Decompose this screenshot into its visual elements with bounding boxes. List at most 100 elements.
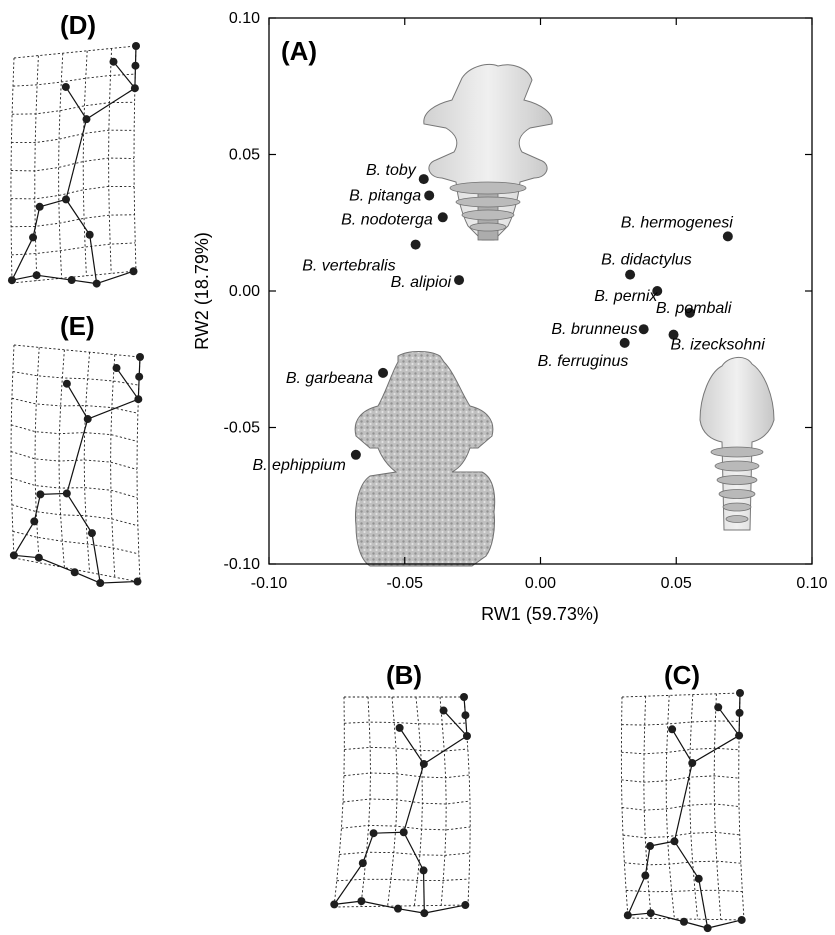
grid-row-line xyxy=(11,504,138,527)
grid-column-line xyxy=(82,50,88,276)
landmark-link xyxy=(362,832,375,864)
landmark-point xyxy=(735,731,744,740)
grid-row-line xyxy=(621,747,739,755)
x-tick-label: 0.10 xyxy=(796,575,827,592)
grid-column-line xyxy=(463,696,471,906)
landmark-point xyxy=(30,517,39,526)
landmark-link xyxy=(66,418,89,494)
landmark-point xyxy=(35,202,44,211)
grid-column-line xyxy=(439,696,447,906)
landmark-point xyxy=(646,909,655,918)
landmark-link xyxy=(403,831,425,871)
landmark-link xyxy=(673,762,693,842)
landmark-point xyxy=(737,915,746,924)
landmark-link xyxy=(40,492,67,495)
landmark-point xyxy=(9,551,18,560)
landmark-point xyxy=(87,529,96,538)
landmark-link xyxy=(443,710,468,737)
grid-column-line xyxy=(620,696,629,919)
grid-column-line xyxy=(738,692,745,921)
landmark-point xyxy=(82,115,91,124)
landmark-point xyxy=(688,759,697,768)
landmark-link xyxy=(11,237,34,281)
landmark-link xyxy=(683,921,708,929)
point-label: B. toby xyxy=(366,162,417,179)
landmark-link xyxy=(11,274,37,281)
point-label: B. vertebralis xyxy=(302,258,395,275)
landmark-link xyxy=(691,735,740,764)
grid-row-line xyxy=(11,214,135,228)
x-tick-label: 0.05 xyxy=(661,575,692,592)
data-point xyxy=(410,239,421,250)
landmark-link xyxy=(86,87,136,120)
panel-label-d: (D) xyxy=(60,10,96,40)
landmark-point xyxy=(419,759,428,768)
grid-row-line xyxy=(333,904,469,908)
landmark-link xyxy=(91,533,101,584)
grid-row-line xyxy=(621,692,741,698)
axis-ticks: -0.10 -0.05 0.00 0.05 0.10 0.10 0.05 0.00 -0.05 -… xyxy=(224,10,828,592)
landmark-point xyxy=(679,917,688,926)
landmark-link xyxy=(65,86,87,120)
landmark-point xyxy=(96,579,105,588)
landmark-link xyxy=(649,840,675,847)
grid-column-line xyxy=(10,344,15,559)
landmark-point xyxy=(641,871,650,880)
grid-row-line xyxy=(13,557,141,583)
grid-row-line xyxy=(11,242,136,256)
landmark-point xyxy=(419,866,428,875)
landmark-point xyxy=(399,828,408,837)
landmark-link xyxy=(96,270,134,285)
landmark-point xyxy=(83,415,92,424)
grid-row-line xyxy=(12,101,135,115)
data-point xyxy=(668,329,679,340)
landmark-point xyxy=(92,279,101,288)
panel-label-e: (E) xyxy=(60,311,95,341)
landmark-link xyxy=(644,845,651,876)
landmark-point xyxy=(61,82,70,91)
landmark-point xyxy=(461,901,470,910)
grid-row-line xyxy=(336,878,470,882)
landmark-point xyxy=(34,553,43,562)
landmark-point xyxy=(7,276,16,285)
point-label: B. didactylus xyxy=(601,252,692,269)
landmark-link xyxy=(361,900,399,910)
y-tick-label: 0.05 xyxy=(229,147,260,164)
grid-row-line xyxy=(624,860,741,866)
landmark-point xyxy=(369,829,378,838)
point-label: B. nodoterga xyxy=(341,211,433,228)
y-tick-label: -0.10 xyxy=(224,556,261,573)
panel-label-b: (B) xyxy=(386,660,422,690)
landmark-point xyxy=(393,904,402,913)
landmark-point xyxy=(135,372,144,381)
grid-row-line xyxy=(11,129,135,144)
y-tick-label: 0.10 xyxy=(229,10,260,27)
landmark-link xyxy=(717,706,740,736)
specimen-image-bottom-left xyxy=(354,351,496,567)
landmark-point xyxy=(357,897,366,906)
grid-row-line xyxy=(10,185,135,200)
data-point xyxy=(638,324,649,335)
landmark-link xyxy=(116,367,139,400)
data-point xyxy=(652,286,663,296)
landmark-link xyxy=(403,763,425,833)
grid-column-line xyxy=(643,696,652,919)
landmark-point xyxy=(29,233,38,242)
grid-column-line xyxy=(83,352,91,573)
x-tick-label: -0.10 xyxy=(251,575,288,592)
landmark-link xyxy=(74,571,101,584)
grid-column-line xyxy=(413,696,423,906)
landmark-point xyxy=(439,706,448,715)
grid-row-line xyxy=(10,451,138,470)
data-point xyxy=(722,231,733,242)
landmark-link xyxy=(13,554,39,559)
landmark-link xyxy=(100,580,138,584)
landmark-link xyxy=(39,198,67,208)
grid-row-line xyxy=(344,721,467,725)
grid-column-line xyxy=(34,55,39,281)
grid-row-line xyxy=(11,477,138,499)
landmark-link xyxy=(423,735,468,765)
grid-row-line xyxy=(341,824,471,831)
grid-row-line xyxy=(10,157,135,172)
